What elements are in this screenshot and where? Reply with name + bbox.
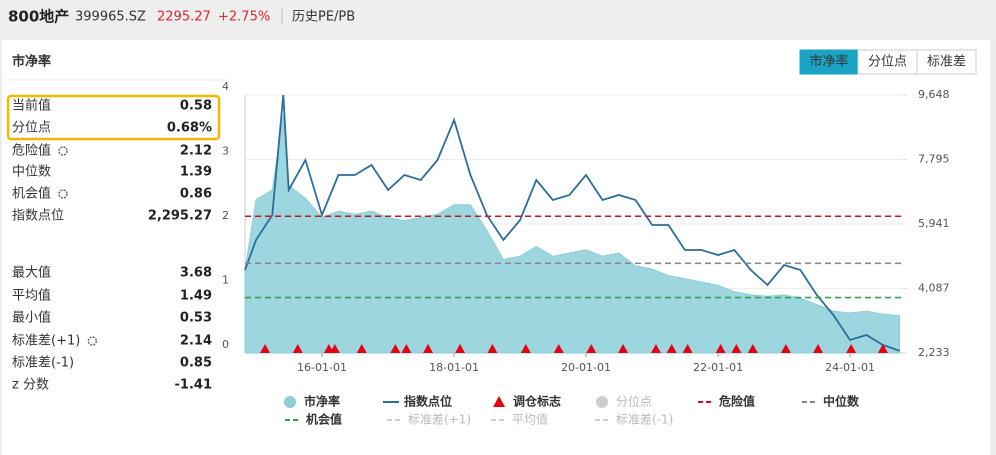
x-tick-label: 24-01-01 (825, 361, 875, 374)
stat-label: 标准差(-1) (12, 356, 74, 371)
legend-label[interactable]: 市净率 (304, 394, 340, 409)
rebalance-marker (715, 344, 726, 353)
highlight-box (6, 94, 221, 141)
rebalance-marker (747, 344, 758, 353)
rebalance-marker (390, 344, 401, 353)
legend-label[interactable]: 机会值 (306, 412, 342, 427)
stat-value: 0.85 (180, 356, 212, 371)
stat-label: z 分数 (12, 378, 49, 393)
stat-label: 危险值 (12, 143, 51, 159)
stat-value: 0.58 (180, 99, 212, 114)
stat-value: 1.39 (180, 165, 212, 180)
legend-symbol (493, 396, 505, 407)
rebalance-marker (666, 344, 677, 353)
rebalance-marker (877, 344, 888, 353)
legend-label[interactable]: 平均值 (512, 412, 548, 427)
legend-label[interactable]: 分位点 (616, 394, 652, 409)
rebalance-marker (780, 344, 791, 353)
stat-label: 分位点 (12, 121, 51, 136)
y-tick-label: 4 (222, 80, 229, 93)
legend-label[interactable]: 危险值 (718, 394, 755, 409)
y-tick-label: 0 (222, 338, 229, 351)
pe-pb-link[interactable]: 历史PE/PB (292, 10, 355, 25)
stat-label: 机会值 (12, 186, 51, 202)
stat-label: 指数点位 (12, 209, 64, 224)
stat-label: 平均值 (12, 288, 51, 304)
rebalance-marker (682, 344, 693, 353)
rebalance-marker (329, 344, 340, 353)
index-code: 399965.SZ (75, 10, 146, 25)
stat-label: 中位数 (12, 165, 51, 180)
stat-label: 最小值 (12, 310, 51, 326)
rebalance-marker (260, 344, 271, 353)
legend-label[interactable]: 指数点位 (404, 394, 452, 409)
rebalance-marker (586, 344, 597, 353)
tab-label[interactable]: 市净率 (809, 54, 848, 70)
settings-icon[interactable] (58, 146, 68, 156)
x-tick-label: 16-01-01 (297, 361, 347, 374)
index-price: 2295.27 (157, 10, 211, 25)
stat-value: -1.41 (175, 378, 212, 393)
stat-label: 当前值 (12, 98, 51, 114)
rebalance-marker (401, 344, 412, 353)
stat-label: 最大值 (12, 265, 51, 281)
y2-tick-label: 9,648 (918, 88, 950, 101)
rebalance-marker (553, 344, 564, 353)
legend-label[interactable]: 标准差(-1) (616, 413, 673, 427)
tab[interactable] (857, 49, 918, 75)
legend-symbol (284, 396, 296, 408)
y2-tick-label: 4,087 (918, 281, 950, 294)
x-tick-label: 22-01-01 (693, 361, 743, 374)
tab[interactable] (916, 49, 977, 75)
panel-title: 市净率 (12, 54, 51, 70)
y-tick-label: 3 (222, 145, 229, 158)
y-tick-label: 2 (222, 209, 229, 222)
rebalance-marker (487, 344, 498, 353)
legend-label[interactable]: 调仓标志 (513, 394, 561, 409)
stat-value: 3.68 (180, 266, 212, 281)
rebalance-marker (731, 344, 742, 353)
y2-tick-label: 2,233 (918, 346, 950, 359)
header-bar (0, 0, 996, 36)
legend-label[interactable]: 中位数 (823, 394, 860, 409)
x-tick-label: 18-01-01 (429, 361, 479, 374)
index-change: +2.75% (218, 10, 270, 25)
y-tick-label: 1 (222, 274, 229, 287)
index-name: 800地产 (8, 8, 69, 26)
stat-value: 1.49 (180, 289, 212, 304)
rebalance-marker (618, 344, 629, 353)
y2-tick-label: 7,795 (918, 152, 950, 165)
stat-value: 2.12 (180, 144, 212, 159)
rebalance-marker (455, 344, 466, 353)
tab-label[interactable]: 分位点 (868, 55, 907, 70)
rebalance-marker (292, 344, 303, 353)
stat-value: 0.86 (180, 187, 212, 202)
stat-value: 0.68% (167, 121, 212, 136)
legend-symbol (596, 396, 608, 408)
rebalance-marker (356, 344, 367, 353)
index-line (244, 94, 900, 352)
tab-label[interactable]: 标准差 (927, 55, 966, 70)
settings-icon[interactable] (58, 189, 68, 199)
rebalance-marker (846, 344, 857, 353)
settings-icon[interactable] (87, 336, 98, 346)
legend-label[interactable]: 标准差(+1) (408, 413, 471, 427)
y2-tick-label: 5,941 (918, 217, 950, 230)
rebalance-marker (423, 344, 434, 353)
rebalance-marker (813, 344, 824, 353)
stat-label: 标准差(+1) (12, 334, 80, 349)
stat-value: 2,295.27 (148, 209, 212, 224)
stat-value: 2.14 (180, 334, 212, 349)
rebalance-marker (650, 344, 661, 353)
rebalance-marker (520, 344, 531, 353)
x-tick-label: 20-01-01 (561, 361, 611, 374)
stat-value: 0.53 (180, 311, 212, 326)
